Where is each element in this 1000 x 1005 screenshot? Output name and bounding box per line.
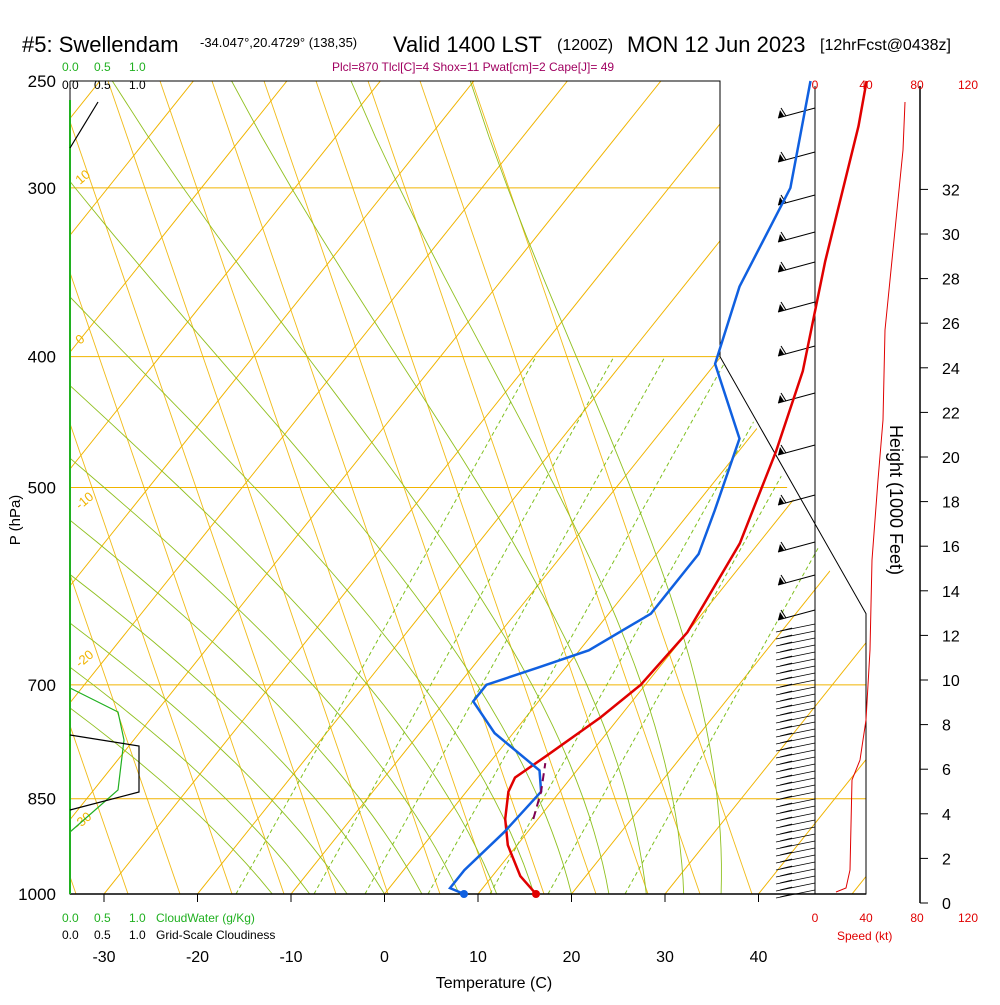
cloudiness-bottom-1: 1.0: [129, 928, 146, 942]
y-axis-label: P (hPa): [7, 495, 24, 546]
pressure-tick-label: 850: [28, 790, 56, 809]
height-tick-label: 0: [942, 896, 951, 913]
cloudwater-title: CloudWater (g/Kg): [156, 911, 255, 925]
cloudiness-top-05: 0.5: [94, 78, 111, 92]
zulu-time: (1200Z): [557, 37, 613, 54]
cloudwater-top-1: 1.0: [129, 60, 146, 74]
height-tick-label: 2: [942, 851, 951, 868]
height-tick-label: 26: [942, 316, 960, 333]
height-tick-label: 6: [942, 762, 951, 779]
wind-speed-top-tick: 0: [812, 78, 819, 92]
pressure-tick-label: 700: [28, 676, 56, 695]
wind-speed-bottom-tick: 40: [859, 911, 873, 925]
station-title: #5: Swellendam: [22, 32, 179, 57]
height-tick-label: 32: [942, 182, 960, 199]
cloudwater-top-0: 0.0: [62, 60, 79, 74]
forecast-label: [12hrFcst@0438z]: [820, 37, 951, 54]
x-tick-label: 40: [750, 949, 768, 966]
x-tick-label: -20: [186, 949, 209, 966]
height-tick-label: 10: [942, 673, 960, 690]
x-tick-label: 0: [380, 949, 389, 966]
wind-speed-label: Speed (kt): [837, 929, 892, 943]
wind-speed-top-tick: 120: [958, 78, 978, 92]
wind-speed-top-tick: 80: [910, 78, 924, 92]
pressure-tick-label: 500: [28, 479, 56, 498]
height-tick-label: 18: [942, 495, 960, 512]
cloudwater-bottom-05: 0.5: [94, 911, 111, 925]
pressure-tick-label: 300: [28, 179, 56, 198]
x-axis-label: Temperature (C): [436, 975, 552, 992]
height-tick-label: 20: [942, 450, 960, 467]
forecast-date: MON 12 Jun 2023: [627, 32, 806, 57]
wind-speed-bottom-tick: 120: [958, 911, 978, 925]
height-tick-label: 24: [942, 361, 960, 378]
pressure-tick-label: 250: [28, 72, 56, 91]
surface-temperature-point: [532, 890, 540, 898]
cloudwater-top-05: 0.5: [94, 60, 111, 74]
x-tick-label: 20: [563, 949, 581, 966]
height-tick-label: 8: [942, 718, 951, 735]
cloudiness-top-1: 1.0: [129, 78, 146, 92]
x-tick-label: -30: [92, 949, 115, 966]
cloudiness-bottom-05: 0.5: [94, 928, 111, 942]
height-tick-label: 12: [942, 628, 960, 645]
height-axis-label: Height (1000 Feet): [886, 425, 906, 575]
wind-speed-bottom-tick: 80: [910, 911, 924, 925]
surface-dewpoint-point: [460, 890, 468, 898]
cloudiness-title: Grid-Scale Cloudiness: [156, 928, 275, 942]
valid-time: Valid 1400 LST: [393, 32, 542, 57]
height-tick-label: 4: [942, 807, 951, 824]
cloudwater-bottom-1: 1.0: [129, 911, 146, 925]
x-tick-label: -10: [279, 949, 302, 966]
cloudiness-top-0: 0.0: [62, 78, 79, 92]
station-coords: -34.047°,20.4729° (138,35): [200, 35, 357, 50]
x-tick-label: 30: [656, 949, 674, 966]
x-tick-label: 10: [469, 949, 487, 966]
height-tick-label: 14: [942, 584, 960, 601]
height-tick-label: 30: [942, 227, 960, 244]
cloudiness-bottom-0: 0.0: [62, 928, 79, 942]
height-tick-label: 22: [942, 405, 960, 422]
cloudwater-bottom-0: 0.0: [62, 911, 79, 925]
pressure-tick-label: 400: [28, 348, 56, 367]
height-tick-label: 16: [942, 539, 960, 556]
wind-speed-bottom-tick: 0: [812, 911, 819, 925]
height-tick-label: 28: [942, 272, 960, 289]
stability-indices: Plcl=870 Tlcl[C]=4 Shox=11 Pwat[cm]=2 Ca…: [332, 60, 614, 74]
pressure-tick-label: 1000: [18, 885, 56, 904]
